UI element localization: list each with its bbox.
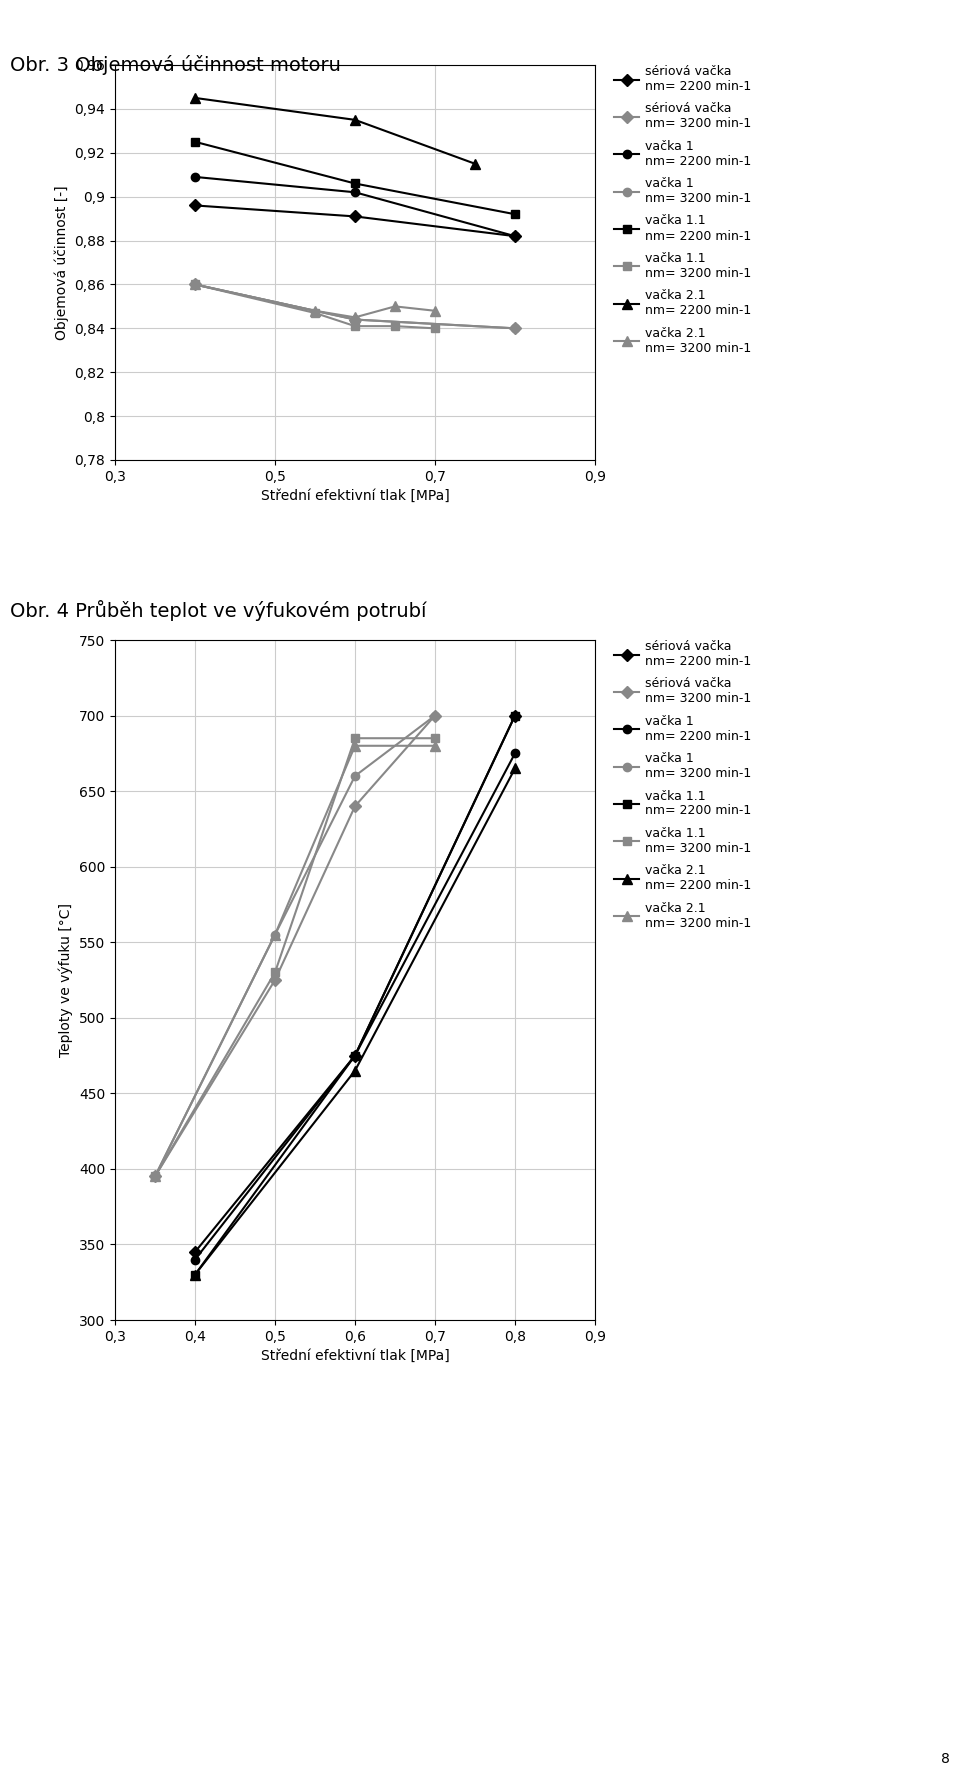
Y-axis label: Objemová účinnost [-]: Objemová účinnost [-] [55, 185, 69, 339]
Y-axis label: Teploty ve výfuku [°C]: Teploty ve výfuku [°C] [59, 902, 73, 1057]
Legend: sériová vačka
nm= 2200 min-1, sériová vačka
nm= 3200 min-1, vačka 1
nm= 2200 min: sériová vačka nm= 2200 min-1, sériová va… [614, 66, 752, 355]
Text: 8: 8 [941, 1751, 950, 1765]
X-axis label: Střední efektivní tlak [MPa]: Střední efektivní tlak [MPa] [260, 1350, 449, 1364]
X-axis label: Střední efektivní tlak [MPa]: Střední efektivní tlak [MPa] [260, 488, 449, 503]
Text: Obr. 3 Objemová účinnost motoru: Obr. 3 Objemová účinnost motoru [10, 55, 341, 75]
Text: Obr. 4 Průběh teplot ve výfukovém potrubí: Obr. 4 Průběh teplot ve výfukovém potrub… [10, 600, 426, 622]
Legend: sériová vačka
nm= 2200 min-1, sériová vačka
nm= 3200 min-1, vačka 1
nm= 2200 min: sériová vačka nm= 2200 min-1, sériová va… [614, 639, 752, 929]
